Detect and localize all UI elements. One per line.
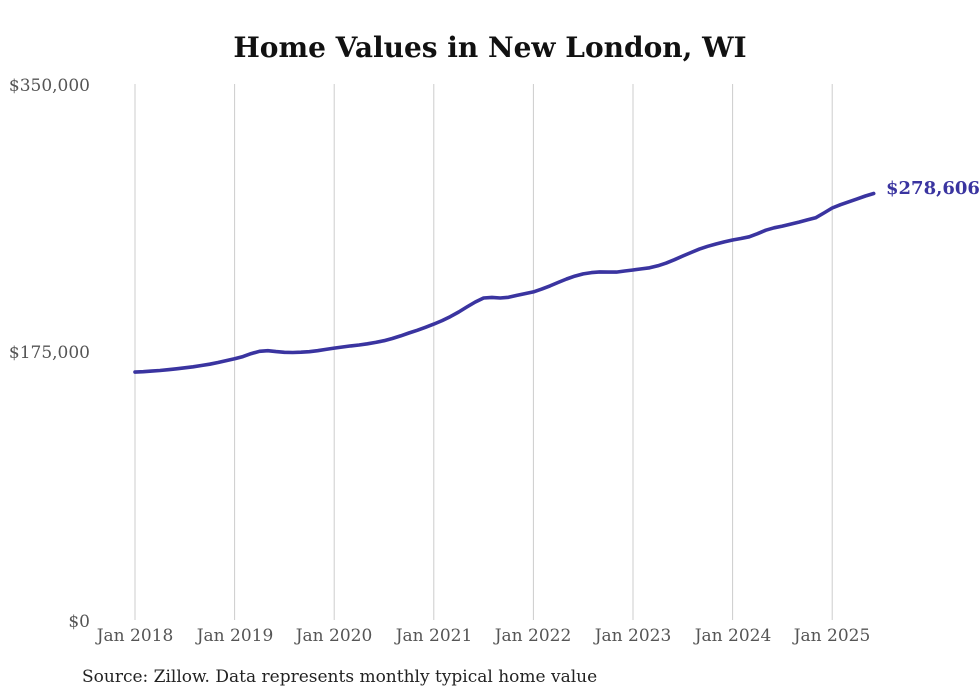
x-tick-label-jan-2024: Jan 2024 [693,626,772,646]
x-tick-label-jan-2019: Jan 2019 [195,626,274,646]
home-value-line [133,191,876,374]
y-tick-label-175000: $175,000 [9,343,90,363]
source-note: Source: Zillow. Data represents monthly … [82,667,597,687]
gridlines [134,84,833,620]
x-tick-label-jan-2021: Jan 2021 [394,626,473,646]
y-tick-label-0: $0 [68,612,90,632]
chart-title: Home Values in New London, WI [233,31,746,64]
x-tick-label-jan-2025: Jan 2025 [792,626,871,646]
latest-value-label: $278,606 [886,178,980,199]
x-tick-label-jan-2022: Jan 2022 [493,626,572,646]
x-tick-label-jan-2018: Jan 2018 [95,626,174,646]
x-tick-label-jan-2020: Jan 2020 [294,626,373,646]
y-tick-label-350000: $350,000 [9,76,90,96]
x-tick-label-jan-2023: Jan 2023 [593,626,672,646]
